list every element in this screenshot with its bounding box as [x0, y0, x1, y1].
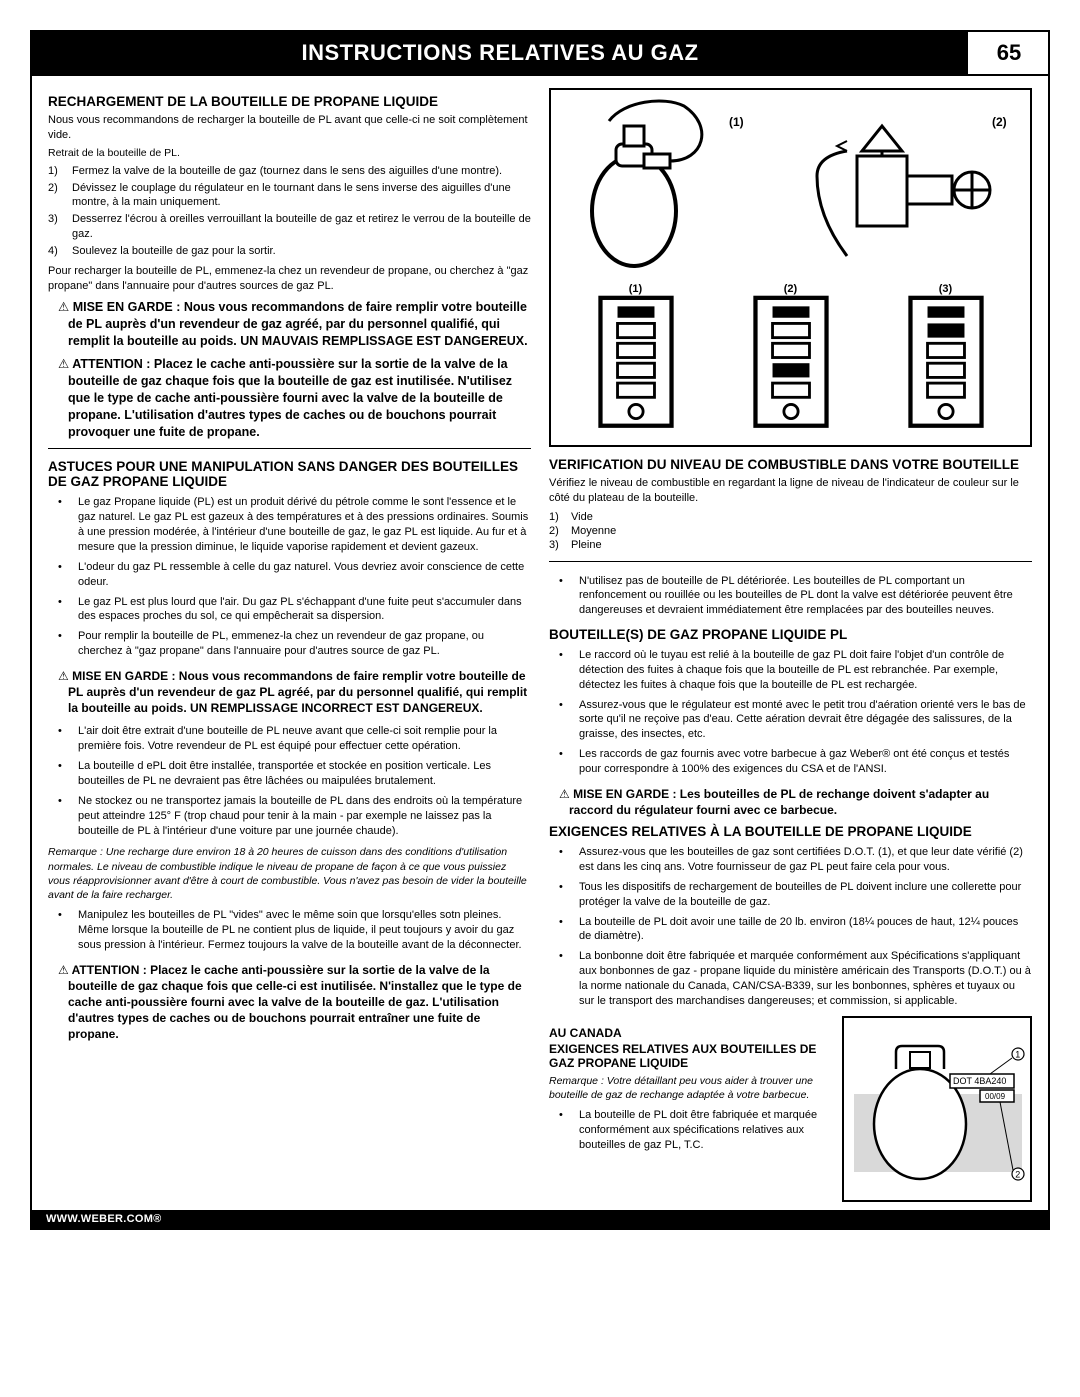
figure-dot-tank: DOT 4BA240 00/09 1 2 — [842, 1016, 1032, 1202]
tanks-list: Le raccord où le tuyau est relié à la bo… — [549, 646, 1032, 780]
valve-closeup-diagram: (2) — [787, 96, 1017, 271]
sec-recharge-intro: Nous vous recommandons de recharger la b… — [48, 113, 531, 143]
callout-2: 2 — [1015, 1169, 1020, 1179]
removal-steps: 1)Fermez la valve de la bouteille de gaz… — [48, 163, 531, 260]
list-item: La bouteille de PL doit être fabriquée e… — [549, 1106, 832, 1156]
canada-section: AU CANADA EXIGENCES RELATIVES AUX BOUTEI… — [549, 1016, 1032, 1202]
canada-subtitle: EXIGENCES RELATIVES AUX BOUTEILLES DE GA… — [549, 1042, 832, 1070]
list-item: L'odeur du gaz PL ressemble à celle du g… — [48, 558, 531, 593]
left-column: RECHARGEMENT DE LA BOUTEILLE DE PROPANE … — [48, 88, 531, 1202]
requirements-list: Assurez-vous que les bouteilles de gaz s… — [549, 843, 1032, 1011]
list-item: 1)Fermez la valve de la bouteille de gaz… — [48, 163, 531, 180]
footer-url: WWW.WEBER.COM — [46, 1213, 153, 1225]
list-item: L'air doit être extrait d'une bouteille … — [48, 722, 531, 757]
canada-title: AU CANADA — [549, 1026, 832, 1040]
list-item: 2)Dévissez le couplage du régulateur en … — [48, 180, 531, 212]
page-title: INSTRUCTIONS RELATIVES AU GAZ — [32, 32, 968, 74]
figure-bottom-row: (1) (2) — [557, 279, 1024, 439]
dot-label: DOT 4BA240 — [953, 1076, 1006, 1086]
sec-requirements-title: EXIGENCES RELATIVES À LA BOUTEILLE DE PR… — [549, 824, 1032, 839]
sec-recharge-title: RECHARGEMENT DE LA BOUTEILLE DE PROPANE … — [48, 94, 531, 109]
fuel-panel-3: (3) — [896, 283, 996, 435]
warning-replacement: ⚠ MISE EN GARDE : Les bouteilles de PL d… — [559, 786, 1032, 818]
list-item: 4)Soulevez la bouteille de gaz pour la s… — [48, 243, 531, 260]
list-item: 1)Vide — [549, 510, 1032, 524]
warning-icon: ⚠ — [559, 787, 570, 801]
warning-icon: ⚠ — [58, 300, 69, 314]
sec-verify-intro: Vérifiez le niveau de combustible en reg… — [549, 476, 1032, 506]
warning-fill: ⚠ MISE EN GARDE : Nous vous recommandons… — [58, 299, 531, 350]
list-item: La bouteille de PL doit avoir une taille… — [549, 913, 1032, 948]
list-item: Assurez-vous que les bouteilles de gaz s… — [549, 843, 1032, 878]
page-number: 65 — [968, 32, 1048, 74]
list-item: 3)Desserrez l'écrou à oreilles verrouill… — [48, 211, 531, 243]
canada-note: Remarque : Votre détaillant peu vous aid… — [549, 1074, 832, 1102]
warning-dustcap: ⚠ ATTENTION : Placez le cache anti-pouss… — [58, 356, 531, 440]
figure-top-row: (1) (2) — [557, 96, 1024, 271]
list-item: Pour remplir la bouteille de PL, emmenez… — [48, 627, 531, 662]
right-column: (1) (2) — [549, 88, 1032, 1202]
list-item: 3)Pleine — [549, 538, 1032, 552]
tips-list-1: Le gaz Propane liquide (PL) est un produ… — [48, 493, 531, 661]
warning-fill-2: ⚠ MISE EN GARDE : Nous vous recommandons… — [58, 668, 531, 717]
footer-bar: WWW.WEBER.COM® — [32, 1210, 1048, 1228]
canada-bullet: La bouteille de PL doit être fabriquée e… — [549, 1106, 832, 1156]
list-item: Le gaz Propane liquide (PL) est un produ… — [48, 493, 531, 557]
list-item: Les raccords de gaz fournis avec votre b… — [549, 745, 1032, 780]
recharge-note: Remarque : Une recharge dure environ 18 … — [48, 845, 531, 902]
list-item: Assurez-vous que le régulateur est monté… — [549, 696, 1032, 746]
list-item: Manipulez les bouteilles de PL "vides" a… — [48, 906, 531, 956]
sec-tanks-title: BOUTEILLE(S) DE GAZ PROPANE LIQUIDE PL — [549, 627, 1032, 642]
tips-list-2: L'air doit être extrait d'une bouteille … — [48, 722, 531, 841]
recharge-after: Pour recharger la bouteille de PL, emmen… — [48, 264, 531, 294]
warning-icon: ⚠ — [58, 669, 69, 683]
figure-tank-and-panels: (1) (2) — [549, 88, 1032, 447]
list-item: Tous les dispositifs de rechargement de … — [549, 878, 1032, 913]
fig-label-2: (2) — [992, 115, 1007, 129]
list-item: Le gaz PL est plus lourd que l'air. Du g… — [48, 593, 531, 628]
fig-label-1: (1) — [729, 115, 744, 129]
list-item: 2)Moyenne — [549, 524, 1032, 538]
warning-icon: ⚠ — [58, 963, 69, 977]
warning-dustcap-2: ⚠ ATTENTION : Placez le cache anti-pouss… — [58, 962, 531, 1043]
trademark-icon: ® — [153, 1213, 161, 1225]
damaged-tank-list: N'utilisez pas de bouteille de PL détéri… — [549, 572, 1032, 622]
tips-list-3: Manipulez les bouteilles de PL "vides" a… — [48, 906, 531, 956]
divider — [549, 561, 1032, 562]
fuel-panel-2: (2) — [741, 283, 841, 435]
title-bar: INSTRUCTIONS RELATIVES AU GAZ 65 — [32, 32, 1048, 76]
list-item: La bouteille d ePL doit être installée, … — [48, 757, 531, 792]
list-item: Le raccord où le tuyau est relié à la bo… — [549, 646, 1032, 696]
divider — [48, 448, 531, 449]
removal-caption: Retrait de la bouteille de PL. — [48, 147, 531, 159]
page-frame: INSTRUCTIONS RELATIVES AU GAZ 65 RECHARG… — [30, 30, 1050, 1230]
level-list: 1)Vide 2)Moyenne 3)Pleine — [549, 510, 1032, 553]
tank-hose-diagram: (1) — [564, 96, 764, 271]
list-item: La bonbonne doit être fabriquée et marqu… — [549, 947, 1032, 1011]
sec-tips-title: ASTUCES POUR UNE MANIPULATION SANS DANGE… — [48, 459, 531, 489]
sec-verify-title: VERIFICATION DU NIVEAU DE COMBUSTIBLE DA… — [549, 457, 1032, 472]
content-columns: RECHARGEMENT DE LA BOUTEILLE DE PROPANE … — [32, 76, 1048, 1210]
fuel-panel-1: (1) — [586, 283, 686, 435]
date-label: 00/09 — [985, 1092, 1006, 1101]
list-item: Ne stockez ou ne transportez jamais la b… — [48, 792, 531, 842]
callout-1: 1 — [1015, 1049, 1020, 1059]
list-item: N'utilisez pas de bouteille de PL détéri… — [549, 572, 1032, 622]
warning-icon: ⚠ — [58, 357, 69, 371]
